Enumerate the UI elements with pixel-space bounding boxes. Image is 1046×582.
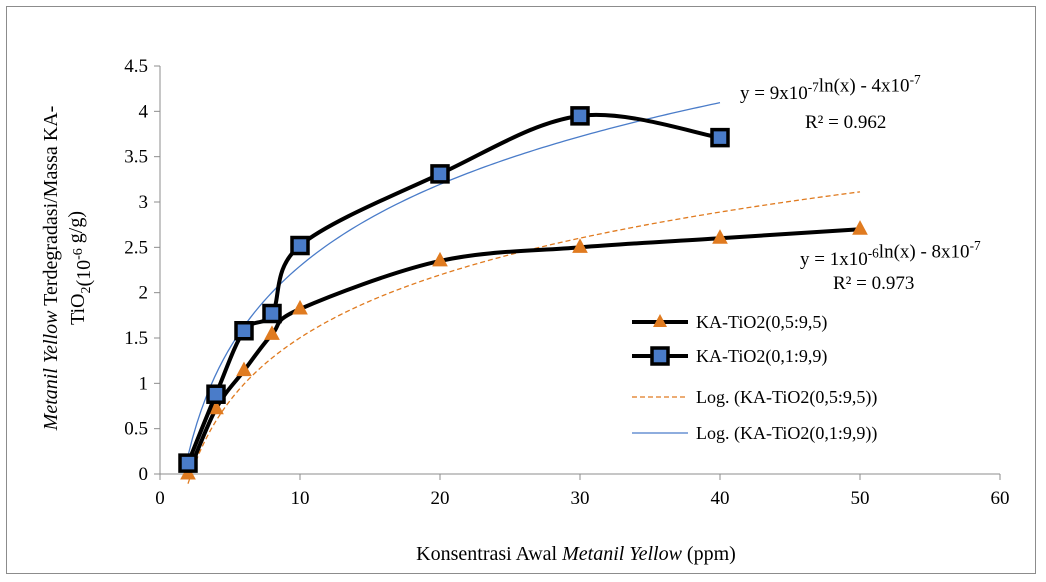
square-marker (570, 106, 590, 126)
y-axis-title-line2: TiO2(10-6 g/g) (65, 211, 95, 325)
square-marker (290, 235, 310, 256)
square-marker (430, 164, 450, 184)
x-tick-label: 60 (991, 488, 1010, 509)
chart-frame (6, 6, 1036, 574)
legend-trend-label-1: Log. (KA-TiO2(0,5:9,5)) (696, 387, 877, 408)
square-marker (206, 384, 226, 404)
square-marker (262, 303, 282, 324)
legend-trend-label-2: Log. (KA-TiO2(0,1:9,9)) (696, 423, 877, 444)
y-tick-label: 4 (139, 101, 149, 122)
y-tick-label: 4.5 (124, 56, 148, 77)
y-tick-label: 1.5 (124, 328, 148, 349)
y-axis-title-line1: Metanil Yellow Terdegradasi/Massa KA- (40, 106, 62, 432)
y-tick-label: 2.5 (124, 237, 148, 258)
y-tick-label: 0.5 (124, 419, 148, 440)
triangle-marker (432, 251, 448, 267)
x-tick-label: 50 (851, 488, 870, 509)
y-tick-label: 3.5 (124, 147, 148, 168)
trendline-r2-2: R² = 0.962 (805, 112, 886, 133)
trendline-1 (187, 191, 861, 484)
series-line-2 (186, 112, 721, 464)
y-tick-label: 1 (139, 373, 149, 394)
x-tick-label: 30 (571, 488, 590, 509)
square-marker (234, 320, 254, 341)
square-marker (178, 453, 198, 473)
triangle-marker (236, 361, 252, 377)
trendline-2 (187, 102, 721, 456)
trendline-equation-1: y = 1x10-6ln(x) - 8x10-7 (800, 238, 981, 270)
triangle-marker (292, 299, 308, 315)
y-tick-label: 2 (139, 283, 149, 304)
x-axis-title: Konsentrasi Awal Metanil Yellow (ppm) (416, 543, 736, 565)
triangle-marker (264, 325, 280, 340)
x-tick-label: 10 (291, 488, 310, 509)
square-marker (710, 127, 730, 148)
legend-label-2: KA-TiO2(0,1:9,9) (696, 346, 827, 367)
legend-square-marker (650, 346, 670, 366)
legend-label-1: KA-TiO2(0,5:9,5) (696, 312, 827, 333)
series-line-1 (186, 227, 861, 475)
triangle-marker (712, 229, 728, 244)
x-tick-label: 40 (711, 488, 730, 509)
x-tick-label: 0 (155, 488, 165, 509)
y-tick-label: 0 (139, 464, 149, 485)
y-tick-label: 3 (139, 192, 149, 213)
trendline-r2-1: R² = 0.973 (833, 273, 914, 294)
triangle-marker (572, 238, 588, 253)
legend-triangle-marker (653, 314, 667, 327)
trendline-equation-2: y = 9x10-7ln(x) - 4x10-7 (740, 72, 921, 104)
x-tick-label: 20 (431, 488, 450, 509)
triangle-marker (852, 220, 868, 235)
